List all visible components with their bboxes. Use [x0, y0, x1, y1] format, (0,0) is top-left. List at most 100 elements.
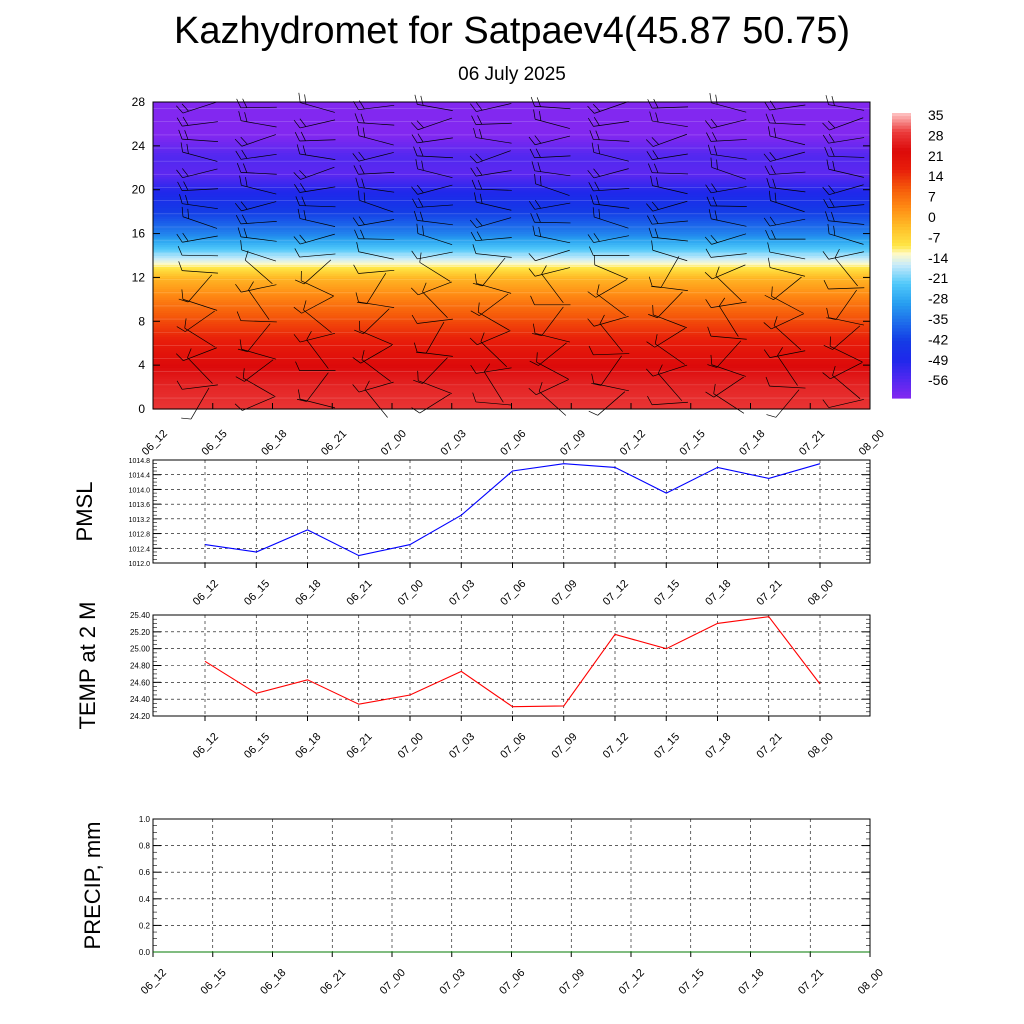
wind-barb-flag — [418, 198, 424, 208]
wind-barb — [529, 148, 571, 159]
x-tick-label: 08_00 — [857, 428, 887, 458]
y-tick-label: 24.40 — [130, 695, 151, 704]
wind-barb — [352, 151, 394, 162]
colorbar-swatch — [892, 299, 911, 304]
plot-frame — [152, 459, 871, 564]
wind-barb-flag — [834, 248, 840, 259]
wind-barb-flag — [826, 317, 837, 320]
wind-barb-flag — [651, 137, 659, 145]
colorbar-swatch — [892, 116, 911, 120]
wind-barb-flag — [826, 307, 830, 318]
wind-barb-flag — [771, 286, 773, 297]
wind-barb — [178, 129, 218, 143]
wind-barb-flag — [472, 244, 477, 254]
wind-barb — [411, 314, 453, 324]
colorbar-swatch — [892, 198, 911, 203]
colorbar-swatch — [892, 322, 911, 326]
wind-barb-shaft — [711, 167, 746, 180]
wind-barb — [417, 370, 452, 394]
colorbar-swatch — [892, 394, 911, 399]
wind-barb — [357, 125, 394, 146]
wind-barb-flag — [767, 126, 771, 137]
wind-barb-flag — [413, 146, 418, 156]
wind-barb-shaft — [419, 262, 451, 282]
wind-barb-flag — [594, 255, 596, 265]
wind-barb-shaft — [181, 254, 219, 257]
wind-barb-flag — [827, 120, 836, 129]
temperature-band — [153, 183, 870, 186]
wind-barb-shaft — [363, 308, 390, 335]
wind-barb-flag — [294, 132, 300, 142]
colorbar-label: 35 — [928, 107, 944, 123]
wind-barb — [705, 376, 744, 398]
wind-barb-flag — [767, 257, 771, 268]
colorbar-label: -7 — [928, 229, 941, 245]
wind-barb-flag — [646, 341, 655, 348]
wind-barb — [356, 272, 387, 305]
wind-barb — [705, 118, 747, 129]
wind-barb-flag — [416, 223, 419, 234]
wind-barb-flag — [472, 282, 483, 287]
wind-barb-shaft — [358, 381, 394, 393]
wind-barb-flag — [358, 190, 360, 201]
wind-barb — [469, 330, 511, 346]
wind-barb — [244, 250, 273, 284]
wind-barb — [236, 98, 277, 109]
wind-barb-flag — [657, 364, 663, 374]
wind-barb-shaft — [187, 274, 213, 303]
wind-barb-flag — [764, 165, 770, 175]
wind-barb-shaft — [475, 367, 512, 374]
temperature-band — [153, 257, 870, 261]
wind-barb — [822, 184, 864, 195]
wind-barb — [411, 393, 451, 414]
colorbar-swatch — [892, 223, 911, 228]
wind-barb-shaft — [241, 348, 277, 360]
temperature-band — [153, 321, 870, 325]
wind-barb-shaft — [713, 376, 744, 398]
temperature-band — [153, 159, 870, 162]
wind-barb-flag — [241, 214, 248, 224]
colorbar-swatch — [892, 284, 911, 288]
temperature-band — [153, 154, 870, 158]
wind-barb — [181, 206, 218, 229]
wind-barb-flag — [823, 345, 833, 350]
colorbar-swatch — [892, 176, 911, 181]
wind-barb-shaft — [828, 137, 865, 144]
y-tick-label: 0 — [138, 402, 145, 416]
wind-barb — [591, 142, 629, 162]
wind-barb-flag — [413, 379, 423, 384]
temperature-band — [153, 345, 870, 349]
wind-barb — [234, 201, 277, 212]
wind-barb-shaft — [300, 233, 335, 245]
wind-barb-flag — [185, 194, 189, 205]
wind-barb-flag — [536, 213, 541, 223]
wind-barb — [237, 227, 277, 242]
wind-barb-flag — [235, 283, 242, 293]
colorbar-swatch — [892, 356, 911, 361]
wind-barb-flag — [239, 339, 242, 350]
colorbar-swatch — [892, 113, 911, 117]
wind-barb-flag — [301, 196, 306, 206]
y-tick-label: 16 — [132, 227, 146, 241]
wind-barb-flag — [353, 264, 359, 274]
colorbar-swatch — [892, 125, 911, 130]
wind-barb-shaft — [300, 102, 335, 113]
wind-barb-flag — [299, 234, 307, 243]
temperature-band — [153, 325, 870, 329]
wind-barb-shaft — [771, 313, 804, 330]
wind-barb — [710, 157, 746, 180]
wind-barb — [529, 342, 567, 366]
x-tick-label: 07_21 — [796, 967, 826, 997]
wind-barb-shaft — [479, 293, 509, 316]
wind-barb — [771, 286, 804, 314]
wind-barb — [293, 166, 335, 180]
wind-barb — [767, 257, 806, 277]
wind-barb-flag — [771, 229, 776, 240]
wind-barb-shaft — [306, 339, 329, 369]
wind-barb-flag — [358, 216, 365, 225]
wind-barb-shaft — [358, 104, 395, 111]
wind-barb-flag — [242, 163, 248, 173]
wind-barb — [294, 183, 336, 193]
wind-barb-flag — [650, 175, 653, 186]
